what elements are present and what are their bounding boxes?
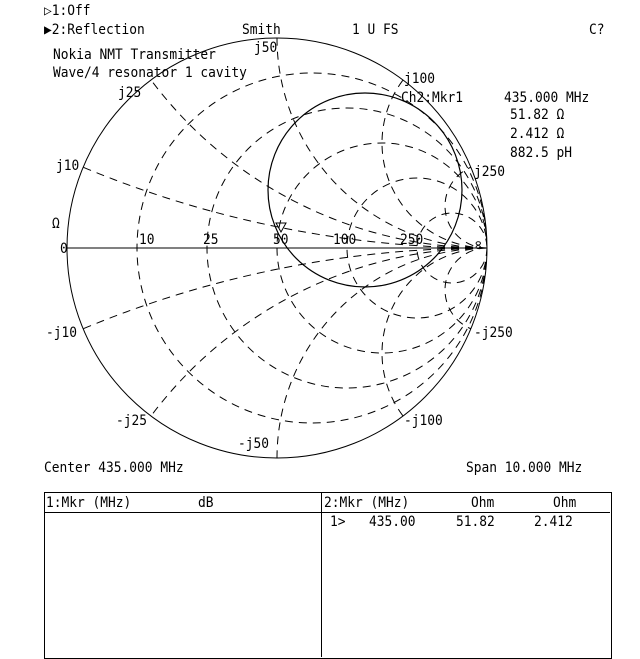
right-header-ohm2: Ohm [553, 495, 577, 511]
marker-table [44, 492, 612, 659]
span-frequency[interactable]: Span 10.000 MHz [466, 460, 583, 476]
r-label-50: 50 [273, 232, 289, 248]
x-label-mj10: -j10 [46, 325, 78, 341]
x-label-mj100: -j100 [404, 413, 443, 429]
cal-status: C? [589, 22, 605, 38]
row-resistance: 51.82 [456, 514, 495, 530]
smith-chart [66, 37, 488, 459]
resistance-circle-100 [346, 177, 487, 319]
table-header-line [44, 512, 610, 513]
marker-reactance: 2.412 Ω [510, 126, 565, 142]
x-label-j25: j25 [118, 85, 142, 101]
r-label-100: 100 [333, 232, 357, 248]
reactance-arc-mj50 [276, 247, 487, 458]
x-label-j50: j50 [254, 40, 278, 56]
reactance-arc-mj250 [444, 247, 487, 330]
x-label-j250: j250 [474, 164, 506, 180]
right-header-mkr: 2:Mkr (MHz) [324, 495, 410, 511]
x-label-j100: j100 [404, 71, 436, 87]
r-label-10: 10 [139, 232, 155, 248]
marker-inductance: 882.5 pH [510, 145, 573, 161]
x-label-mj50: -j50 [238, 436, 270, 452]
marker-1-icon[interactable] [275, 222, 287, 234]
x-label-mj250: -j250 [474, 325, 513, 341]
reactance-arc-mj100 [381, 247, 487, 417]
r-label-250: 250 [400, 232, 424, 248]
table-divider [321, 492, 322, 657]
left-header-db: dB [198, 495, 214, 511]
scale-label: 1 U FS [352, 22, 399, 38]
row-frequency: 435.00 [369, 514, 416, 530]
trace-ch2 [267, 92, 463, 288]
r-label-25: 25 [203, 232, 219, 248]
marker-frequency: 435.000 MHz [504, 90, 590, 106]
reactance-arc-j50 [276, 38, 487, 249]
marker-resistance: 51.82 Ω [510, 107, 565, 123]
x-label-mj25: -j25 [116, 413, 148, 429]
reactance-arc-mj25 [150, 247, 487, 417]
r-label-inf: ∞ [470, 241, 486, 250]
title-line2: Wave/4 resonator 1 cavity [53, 65, 247, 81]
r-label-0: 0 [60, 241, 68, 257]
reactance-arc-j100 [381, 79, 487, 249]
right-header-ohm1: Ohm [471, 495, 495, 511]
channel2-status[interactable]: ▶2:Reflection [44, 22, 145, 38]
marker-label: Ch2:Mkr1 [401, 90, 464, 106]
row-marker: 1> [330, 514, 346, 530]
row-reactance: 2.412 [534, 514, 573, 530]
format-label: Smith [242, 22, 281, 38]
left-header-mkr: 1:Mkr (MHz) [46, 495, 132, 511]
reactance-arc-mj10 [82, 247, 487, 330]
center-frequency[interactable]: Center 435.000 MHz [44, 460, 184, 476]
reactance-arc-j250 [444, 166, 487, 249]
title-line1: Nokia NMT Transmitter [53, 47, 216, 63]
unit-label: Ω [52, 216, 60, 232]
channel1-status[interactable]: ▷1:Off [44, 3, 91, 19]
x-label-j10: j10 [56, 158, 80, 174]
